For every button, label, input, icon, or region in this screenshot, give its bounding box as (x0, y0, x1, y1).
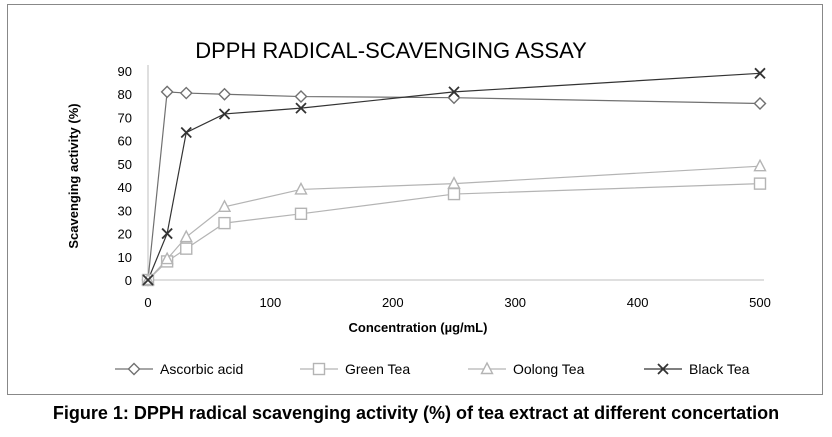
data-point-black-tea (295, 102, 307, 114)
y-tick-label: 0 (125, 273, 132, 288)
x-tick-label: 500 (749, 295, 771, 310)
data-point-ascorbic-acid (160, 85, 174, 99)
data-point-oolong-tea (753, 158, 767, 172)
data-point-oolong-tea (447, 176, 461, 189)
y-tick-label: 50 (118, 157, 132, 172)
chart-title: DPPH RADICAL-SCAVENGING ASSAY (195, 38, 587, 63)
plot-area: 0 10 20 30 40 50 60 70 80 90 0 100 200 300 400 500 (118, 64, 771, 310)
x-tick-label: 400 (627, 295, 649, 310)
data-point-green-tea (447, 187, 461, 201)
legend-item-ascorbic-acid: Ascorbic acid (115, 361, 243, 377)
data-point-black-tea (448, 86, 460, 98)
chart-frame: DPPH RADICAL-SCAVENGING ASSAY 0 10 20 30 40 5… (7, 4, 823, 395)
data-point-black-tea (218, 108, 231, 120)
data-point-green-tea (218, 216, 231, 230)
chart-svg: DPPH RADICAL-SCAVENGING ASSAY 0 10 20 30 40 5… (66, 38, 771, 377)
y-tick-label: 90 (118, 64, 132, 79)
data-point-green-tea (180, 242, 193, 255)
x-tick-label: 300 (504, 295, 526, 310)
y-tick-label: 40 (118, 180, 132, 195)
data-point-black-tea (161, 227, 173, 240)
y-tick-label: 20 (118, 227, 132, 242)
legend-marker-square-icon (312, 362, 326, 376)
data-point-black-tea (142, 274, 154, 286)
legend-label: Ascorbic acid (160, 361, 243, 377)
data-point-black-tea (180, 126, 192, 139)
legend: Ascorbic acid Green Tea Oolong Tea Black Te… (115, 361, 750, 377)
data-point-oolong-tea (179, 229, 193, 243)
figure-caption: Figure 1: DPPH radical scavenging activi… (52, 403, 780, 423)
legend-label: Black Tea (689, 361, 750, 377)
data-point-green-tea (753, 177, 767, 190)
data-point-oolong-tea (294, 181, 308, 195)
x-tick-label: 100 (260, 295, 282, 310)
y-tick-label: 60 (118, 134, 132, 149)
data-point-ascorbic-acid (294, 90, 308, 104)
data-point-ascorbic-acid (218, 87, 231, 101)
legend-item-oolong-tea: Oolong Tea (468, 361, 585, 377)
legend-marker-diamond-icon (127, 362, 141, 376)
data-point-green-tea (294, 207, 308, 221)
legend-marker-x-icon (657, 363, 669, 375)
y-axis-title: Scavenging activity (%) (66, 103, 81, 248)
legend-item-green-tea: Green Tea (300, 361, 410, 377)
data-point-ascorbic-acid (753, 97, 767, 111)
y-tick-label: 70 (118, 110, 132, 125)
data-point-ascorbic-acid (179, 86, 193, 100)
y-tick-label: 80 (118, 87, 132, 102)
data-point-oolong-tea (217, 199, 232, 213)
legend-marker-triangle-icon (480, 361, 494, 375)
x-tick-label: 200 (382, 295, 404, 310)
legend-item-black-tea: Black Tea (644, 361, 750, 377)
legend-label: Green Tea (345, 361, 410, 377)
data-point-oolong-tea (160, 251, 174, 265)
x-axis-title: Concentration (µg/mL) (349, 320, 488, 335)
y-tick-label: 10 (118, 250, 132, 265)
data-point-black-tea (754, 67, 766, 79)
x-tick-label: 0 (144, 295, 151, 310)
data-point-ascorbic-acid (447, 91, 461, 105)
legend-label: Oolong Tea (513, 361, 585, 377)
y-tick-label: 30 (118, 203, 132, 218)
